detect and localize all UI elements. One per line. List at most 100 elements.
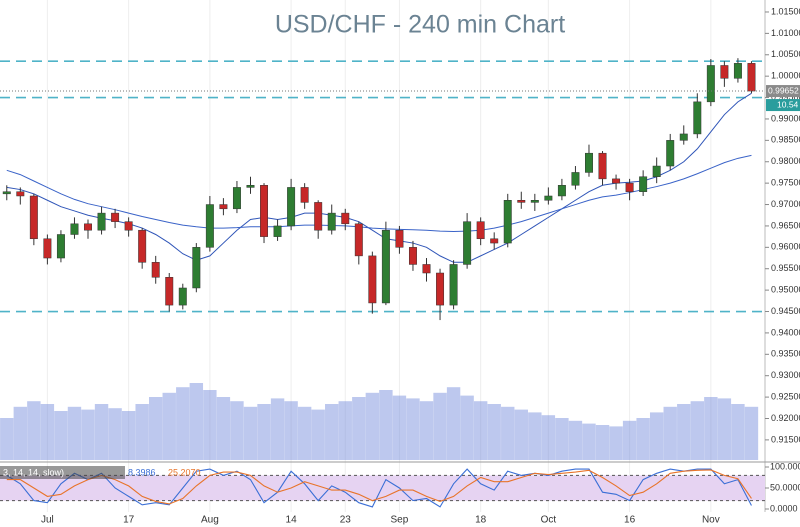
volume-bar bbox=[189, 383, 204, 460]
volume-bar bbox=[338, 401, 352, 460]
volume-bar bbox=[501, 406, 515, 460]
last-price-box bbox=[766, 85, 800, 98]
x-tick-label: Oct bbox=[541, 515, 557, 526]
candle-body bbox=[422, 264, 431, 274]
volume-bar bbox=[744, 406, 759, 460]
candle-body bbox=[178, 287, 187, 306]
candle-body bbox=[490, 238, 499, 244]
volume-bar bbox=[135, 404, 149, 460]
volume-bar bbox=[54, 411, 68, 460]
candle-body bbox=[138, 229, 147, 263]
candle-body bbox=[70, 223, 79, 235]
volume-bar bbox=[582, 423, 596, 460]
stoch-line bbox=[6, 469, 752, 505]
y-tick-label: 1.01000 bbox=[771, 28, 800, 38]
x-tick-label: 14 bbox=[286, 515, 298, 526]
candle-body bbox=[368, 255, 377, 304]
candle-body bbox=[463, 221, 472, 265]
candle-body bbox=[192, 247, 201, 289]
volume-bar bbox=[13, 406, 28, 460]
moving-average bbox=[6, 154, 752, 232]
volume-bar bbox=[487, 404, 501, 460]
volume-bar bbox=[595, 425, 610, 460]
volume-bar bbox=[704, 397, 718, 460]
volume-bar bbox=[121, 411, 136, 460]
volume-bar bbox=[162, 392, 176, 460]
volume-bar bbox=[622, 420, 637, 460]
candle-body bbox=[652, 165, 661, 177]
volume-bar bbox=[649, 412, 664, 460]
candle-body bbox=[246, 185, 255, 188]
candle-body bbox=[205, 204, 214, 248]
candle-body bbox=[43, 238, 52, 259]
candle-body bbox=[436, 272, 445, 306]
x-tick-label: 23 bbox=[340, 515, 352, 526]
candle-body bbox=[747, 63, 756, 92]
x-tick-label: Sep bbox=[391, 515, 409, 526]
volume-bar bbox=[270, 398, 285, 460]
stoch-line bbox=[6, 468, 752, 508]
candle-body bbox=[84, 223, 92, 231]
x-tick-label: 16 bbox=[624, 515, 636, 526]
candle-body bbox=[151, 262, 160, 278]
candle-body bbox=[693, 101, 702, 135]
candle-body bbox=[29, 195, 38, 240]
candle-body bbox=[341, 212, 350, 225]
volume-bar bbox=[67, 406, 82, 460]
candle-body bbox=[219, 204, 228, 210]
volume-bar bbox=[81, 409, 95, 460]
volume-bar bbox=[555, 418, 569, 460]
volume-bar bbox=[257, 404, 271, 460]
volume-bar bbox=[311, 409, 325, 460]
stoch-label: 3, 14, 14, slow) bbox=[3, 467, 64, 477]
volume-bar bbox=[568, 420, 583, 460]
candle-body bbox=[327, 212, 336, 231]
volume-bar bbox=[108, 408, 122, 460]
x-tick-label: 18 bbox=[475, 515, 487, 526]
volume-bar bbox=[419, 401, 434, 460]
volume-bar bbox=[609, 426, 623, 460]
volume-bar bbox=[392, 395, 407, 460]
last-price-label: 0.99652 bbox=[768, 85, 799, 95]
candle-body bbox=[165, 277, 174, 306]
volume-bar bbox=[365, 392, 380, 460]
volume-bar bbox=[717, 398, 732, 460]
stoch-tick-label: 0.0000 bbox=[770, 503, 798, 513]
volume-bar bbox=[40, 404, 55, 460]
volume-bar bbox=[176, 387, 190, 460]
candle-body bbox=[530, 200, 539, 203]
volume-bar bbox=[243, 406, 258, 460]
candle-body bbox=[476, 221, 485, 240]
candle-body bbox=[612, 178, 621, 184]
chart-title: USD/CHF - 240 min Chart bbox=[275, 11, 565, 39]
candle-body bbox=[111, 212, 120, 222]
candle-body bbox=[408, 247, 417, 265]
volume-bar bbox=[663, 406, 677, 460]
candle-body bbox=[381, 229, 390, 304]
volume-bar bbox=[406, 398, 420, 460]
volume-bar bbox=[352, 397, 366, 460]
candle-body bbox=[666, 140, 675, 167]
volume-bar bbox=[528, 412, 542, 460]
y-tick-label: 1.01500 bbox=[771, 6, 800, 16]
timer-label: 10.54 bbox=[777, 99, 799, 109]
candle-body bbox=[395, 229, 404, 248]
candle-body bbox=[16, 191, 25, 197]
volume-bar bbox=[514, 409, 528, 460]
candle-body bbox=[503, 200, 512, 244]
volume-bar bbox=[203, 390, 217, 460]
stoch-tick-label: 50.0000 bbox=[770, 482, 800, 492]
stoch-readout: 25.2070 bbox=[168, 467, 201, 477]
candle-body bbox=[314, 202, 323, 231]
